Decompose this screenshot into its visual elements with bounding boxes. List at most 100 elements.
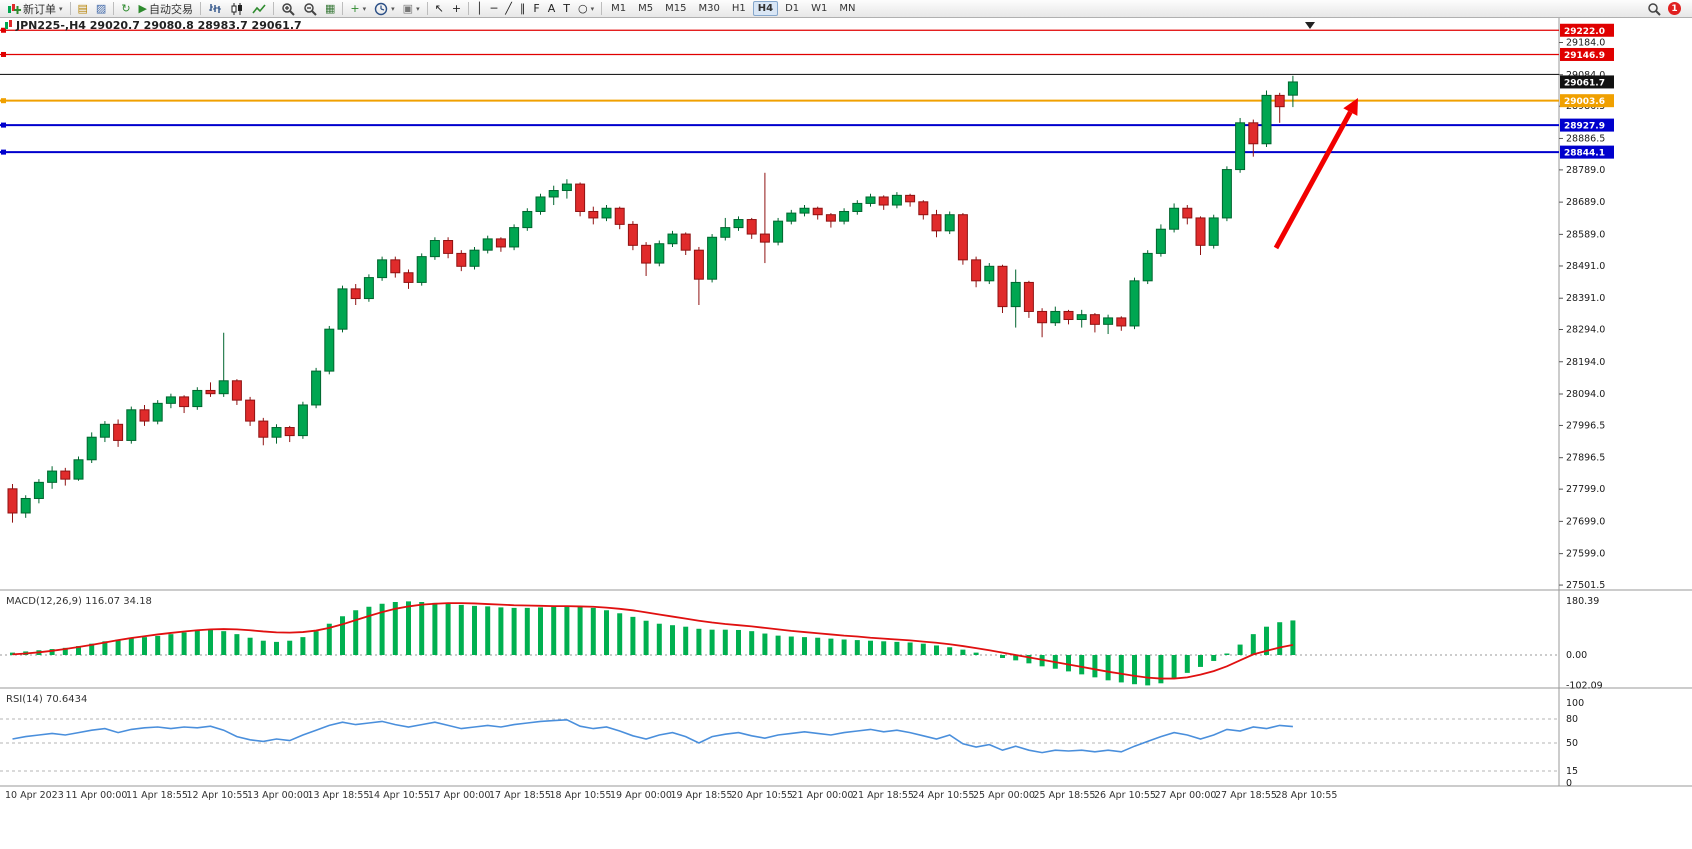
indicators-button[interactable]: + ▾ bbox=[346, 1, 370, 17]
candle bbox=[733, 219, 744, 229]
timeframe-m1-button[interactable]: M1 bbox=[611, 3, 627, 14]
timeframe-mn-button[interactable]: MN bbox=[839, 3, 856, 14]
candle bbox=[443, 240, 454, 254]
print-button[interactable]: ▨ bbox=[92, 1, 110, 17]
horizontal-line-button[interactable]: ─ bbox=[487, 1, 502, 17]
candle bbox=[495, 238, 506, 248]
candle bbox=[482, 238, 493, 251]
price-badge-label: 29222.0 bbox=[1564, 27, 1605, 37]
candle bbox=[799, 207, 810, 214]
symbol-icon bbox=[5, 22, 8, 29]
shapes-button[interactable]: ○ ▾ bbox=[574, 1, 598, 17]
level-handle[interactable] bbox=[1, 51, 6, 57]
price-tick-label: 28194.0 bbox=[1566, 357, 1605, 368]
new-order-button[interactable]: 新订单 ▾ bbox=[3, 1, 67, 17]
price-tick-label: 28689.0 bbox=[1566, 197, 1605, 208]
cursor-button[interactable]: ↖ bbox=[431, 1, 448, 17]
timeframe-h1-button[interactable]: H1 bbox=[731, 3, 746, 14]
candle bbox=[1195, 217, 1206, 246]
level-handle[interactable] bbox=[1, 27, 6, 33]
search-icon[interactable] bbox=[1647, 2, 1661, 16]
scroll-marker-icon[interactable] bbox=[1305, 22, 1315, 29]
new-order-button-label: 新订单 bbox=[23, 2, 56, 16]
macd-signal-line bbox=[12, 602, 1294, 680]
periods-button[interactable]: ▾ bbox=[370, 1, 399, 17]
time-label: 18 Apr 10:55 bbox=[550, 790, 612, 801]
candle bbox=[891, 194, 902, 206]
timeframe-w1-button[interactable]: W1 bbox=[811, 3, 828, 14]
trendline-button[interactable]: ╱ bbox=[501, 1, 516, 17]
zoom-in-button[interactable] bbox=[277, 1, 299, 17]
candle bbox=[588, 210, 599, 219]
price-badge bbox=[1560, 94, 1614, 108]
crosshair-button[interactable]: + bbox=[448, 1, 465, 17]
candle bbox=[337, 288, 348, 330]
line-chart-button[interactable] bbox=[248, 1, 270, 17]
candle bbox=[456, 252, 467, 267]
notification-badge[interactable]: 1 bbox=[1668, 2, 1681, 15]
level-handle[interactable] bbox=[1, 149, 6, 155]
candle bbox=[1076, 314, 1087, 321]
candle bbox=[33, 481, 44, 499]
timeframe-h4-button[interactable]: H4 bbox=[752, 1, 779, 16]
price-tick-label: 28886.5 bbox=[1566, 133, 1605, 144]
cursor-icon: ↖ bbox=[434, 2, 444, 15]
fibonacci-icon: F bbox=[533, 2, 540, 15]
candle bbox=[852, 202, 863, 212]
zoom-out-icon bbox=[304, 2, 317, 16]
candlestick-chart-button[interactable] bbox=[226, 1, 248, 17]
candle bbox=[324, 328, 335, 372]
candle bbox=[1155, 228, 1166, 254]
shapes-icon: ○ bbox=[578, 2, 588, 15]
candle bbox=[1129, 280, 1140, 327]
time-label: 27 Apr 18:55 bbox=[1215, 790, 1277, 801]
templates-button[interactable]: ▣ ▾ bbox=[399, 1, 424, 17]
chart-window-button[interactable]: ▤ bbox=[74, 1, 92, 17]
candle bbox=[429, 240, 440, 258]
fibonacci-button[interactable]: F bbox=[529, 1, 543, 17]
timeframe-m30-button[interactable]: M30 bbox=[698, 3, 720, 14]
candle bbox=[179, 396, 190, 408]
chevron-down-icon: ▾ bbox=[391, 4, 395, 13]
candle bbox=[1221, 169, 1232, 219]
bar-chart-button[interactable] bbox=[204, 1, 226, 17]
tile-windows-button[interactable]: ▦ bbox=[321, 1, 339, 17]
price-tick-label: 28491.0 bbox=[1566, 261, 1605, 272]
trend-arrow-annotation[interactable] bbox=[1273, 98, 1358, 250]
candle bbox=[1010, 281, 1021, 308]
candle bbox=[311, 370, 322, 406]
chevron-down-icon: ▾ bbox=[590, 4, 595, 13]
candle bbox=[1023, 281, 1034, 312]
time-label: 21 Apr 18:55 bbox=[852, 790, 914, 801]
vertical-line-button[interactable]: │ bbox=[472, 1, 487, 17]
toolbar-separator bbox=[468, 2, 470, 15]
refresh-button[interactable]: ↻ bbox=[117, 1, 134, 17]
candle bbox=[1274, 94, 1285, 108]
time-label: 27 Apr 00:00 bbox=[1155, 790, 1217, 801]
level-handle[interactable] bbox=[1, 122, 6, 128]
timeframe-m15-button[interactable]: M15 bbox=[665, 3, 687, 14]
candle bbox=[363, 277, 374, 300]
price-badge bbox=[1560, 75, 1614, 89]
price-badge-label: 28927.9 bbox=[1564, 122, 1605, 132]
timeframe-m5-button[interactable]: M5 bbox=[638, 3, 654, 14]
chart-area[interactable]: 29184.029084.028986.528886.528789.028689… bbox=[0, 18, 1692, 849]
zoom-out-button[interactable] bbox=[299, 1, 321, 17]
rsi-scale-label: 80 bbox=[1566, 714, 1578, 725]
level-handle[interactable] bbox=[1, 98, 6, 104]
candle bbox=[165, 396, 176, 404]
toolbar: 新订单 ▾ ▤ ▨ ↻ ▶ 自动交易 ▦ + ▾ ▾ ▣ ▾ ↖ + │ ─ ╱ ∥ F A T ○ ▾ M1 M5 M15 M30 H… bbox=[0, 0, 1692, 18]
text-button[interactable]: A bbox=[544, 1, 560, 17]
auto-trading-button[interactable]: ▶ 自动交易 bbox=[135, 1, 197, 17]
text-label-button[interactable]: T bbox=[559, 1, 574, 17]
toolbar-separator bbox=[113, 2, 115, 15]
rsi-scale-label: 50 bbox=[1566, 738, 1578, 749]
timeframe-d1-button[interactable]: D1 bbox=[785, 3, 800, 14]
channel-button[interactable]: ∥ bbox=[516, 1, 530, 17]
price-tick-label: 28589.0 bbox=[1566, 229, 1605, 240]
macd-scale-label: 0.00 bbox=[1566, 650, 1587, 661]
print-icon: ▨ bbox=[95, 2, 107, 15]
time-label: 25 Apr 00:00 bbox=[973, 790, 1035, 801]
candle bbox=[205, 389, 216, 395]
candle bbox=[641, 244, 652, 264]
